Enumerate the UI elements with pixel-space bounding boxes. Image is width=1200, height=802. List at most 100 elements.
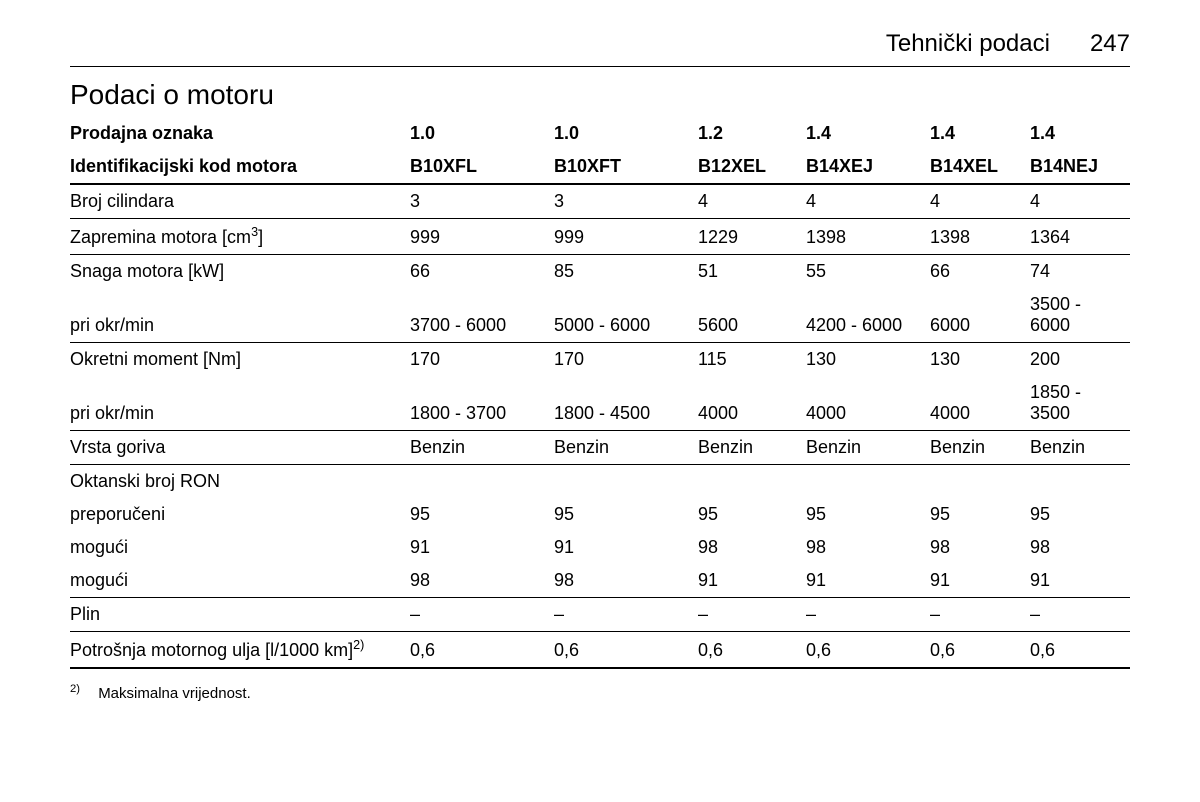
engine-code: B10XFT — [554, 150, 698, 184]
data-cell: 1800 - 4500 — [554, 376, 698, 431]
data-cell: 0,6 — [1030, 632, 1130, 669]
table-row: mogući919198989898 — [70, 531, 1130, 564]
data-cell: – — [410, 598, 554, 632]
page-number: 247 — [1090, 30, 1130, 58]
data-cell: 0,6 — [930, 632, 1030, 669]
table-row: Oktanski broj RON — [70, 465, 1130, 499]
data-cell: 4000 — [930, 376, 1030, 431]
table-row: Broj cilindara334444 — [70, 184, 1130, 219]
table-row: pri okr/min1800 - 37001800 - 45004000400… — [70, 376, 1130, 431]
data-cell — [930, 465, 1030, 499]
engine-code: B10XFL — [410, 150, 554, 184]
data-cell: 3500 - 6000 — [1030, 288, 1130, 343]
data-cell: 95 — [554, 498, 698, 531]
data-cell: Benzin — [1030, 431, 1130, 465]
data-cell: 91 — [930, 564, 1030, 598]
data-cell: 5000 - 6000 — [554, 288, 698, 343]
row-label: Vrsta goriva — [70, 431, 410, 465]
table-row: preporučeni959595959595 — [70, 498, 1130, 531]
data-cell: 91 — [554, 531, 698, 564]
data-cell: 1229 — [698, 219, 806, 255]
table-row: Snaga motora [kW]668551556674 — [70, 255, 1130, 289]
data-cell: 4200 - 6000 — [806, 288, 930, 343]
data-cell: 91 — [698, 564, 806, 598]
data-cell: 1800 - 3700 — [410, 376, 554, 431]
data-cell: 98 — [930, 531, 1030, 564]
data-cell: 4 — [1030, 184, 1130, 219]
table-row: pri okr/min3700 - 60005000 - 60005600420… — [70, 288, 1130, 343]
data-cell: 999 — [410, 219, 554, 255]
data-cell: 4 — [930, 184, 1030, 219]
data-cell: 95 — [930, 498, 1030, 531]
data-cell: – — [1030, 598, 1130, 632]
data-cell: 0,6 — [698, 632, 806, 669]
data-cell: Benzin — [930, 431, 1030, 465]
data-cell: 0,6 — [410, 632, 554, 669]
header-row-sales: Prodajna oznaka 1.0 1.0 1.2 1.4 1.4 1.4 — [70, 117, 1130, 150]
data-cell: 98 — [554, 564, 698, 598]
data-cell: 91 — [1030, 564, 1130, 598]
data-cell — [1030, 465, 1130, 499]
footnote: 2) Maksimalna vrijednost. — [70, 683, 1130, 702]
data-cell: 98 — [1030, 531, 1130, 564]
data-cell: 98 — [698, 531, 806, 564]
data-cell: 74 — [1030, 255, 1130, 289]
engine-code: B14NEJ — [1030, 150, 1130, 184]
data-cell: 95 — [1030, 498, 1130, 531]
header-label-sales: Prodajna oznaka — [70, 117, 410, 150]
header-label-engine: Identifikacijski kod motora — [70, 150, 410, 184]
data-cell: 0,6 — [554, 632, 698, 669]
row-label: mogući — [70, 564, 410, 598]
engine-data-table: Prodajna oznaka 1.0 1.0 1.2 1.4 1.4 1.4 … — [70, 117, 1130, 669]
table-row: Vrsta gorivaBenzinBenzinBenzinBenzinBenz… — [70, 431, 1130, 465]
table-body: Broj cilindara334444Zapremina motora [cm… — [70, 184, 1130, 668]
table-row: Okretni moment [Nm]170170115130130200 — [70, 343, 1130, 377]
data-cell: 98 — [806, 531, 930, 564]
data-cell: 95 — [806, 498, 930, 531]
data-cell: Benzin — [806, 431, 930, 465]
data-cell: 85 — [554, 255, 698, 289]
row-label: mogući — [70, 531, 410, 564]
data-cell: 51 — [698, 255, 806, 289]
data-cell: 66 — [410, 255, 554, 289]
data-cell: – — [806, 598, 930, 632]
sales-code: 1.0 — [554, 117, 698, 150]
data-cell: 4000 — [698, 376, 806, 431]
footnote-text: Maksimalna vrijednost. — [98, 685, 251, 702]
row-label: Zapremina motora [cm3] — [70, 219, 410, 255]
page-header: Tehnički podaci 247 — [70, 30, 1130, 67]
data-cell: 95 — [410, 498, 554, 531]
data-cell: 55 — [806, 255, 930, 289]
data-cell: – — [930, 598, 1030, 632]
data-cell: 1398 — [806, 219, 930, 255]
table-row: mogući989891919191 — [70, 564, 1130, 598]
table-row: Zapremina motora [cm3]999999122913981398… — [70, 219, 1130, 255]
row-label: Plin — [70, 598, 410, 632]
row-label: Snaga motora [kW] — [70, 255, 410, 289]
header-row-engine: Identifikacijski kod motora B10XFL B10XF… — [70, 150, 1130, 184]
row-label: preporučeni — [70, 498, 410, 531]
data-cell: 130 — [930, 343, 1030, 377]
data-cell: 4000 — [806, 376, 930, 431]
data-cell: 3 — [554, 184, 698, 219]
table-row: Potrošnja motornog ulja [l/1000 km]2)0,6… — [70, 632, 1130, 669]
sales-code: 1.4 — [1030, 117, 1130, 150]
data-cell: 3700 - 6000 — [410, 288, 554, 343]
data-cell: 3 — [410, 184, 554, 219]
data-cell: 6000 — [930, 288, 1030, 343]
data-cell: 4 — [806, 184, 930, 219]
data-cell: 1364 — [1030, 219, 1130, 255]
engine-code: B14XEL — [930, 150, 1030, 184]
row-label: Potrošnja motornog ulja [l/1000 km]2) — [70, 632, 410, 669]
data-cell: 66 — [930, 255, 1030, 289]
data-cell: – — [554, 598, 698, 632]
data-cell: – — [698, 598, 806, 632]
data-cell: Benzin — [554, 431, 698, 465]
data-cell: 4 — [698, 184, 806, 219]
data-cell: Benzin — [698, 431, 806, 465]
data-cell: 1398 — [930, 219, 1030, 255]
data-cell: 200 — [1030, 343, 1130, 377]
data-cell: 0,6 — [806, 632, 930, 669]
table-row: Plin–––––– — [70, 598, 1130, 632]
sales-code: 1.0 — [410, 117, 554, 150]
